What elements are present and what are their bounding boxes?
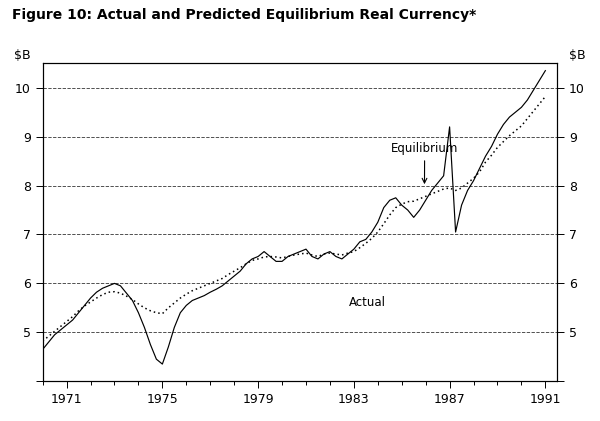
Text: Figure 10: Actual and Predicted Equilibrium Real Currency*: Figure 10: Actual and Predicted Equilibr…	[12, 8, 476, 22]
Text: Actual: Actual	[349, 296, 386, 309]
Text: $B: $B	[569, 49, 586, 62]
Text: Equilibrium: Equilibrium	[391, 142, 458, 183]
Text: $B: $B	[14, 49, 31, 62]
